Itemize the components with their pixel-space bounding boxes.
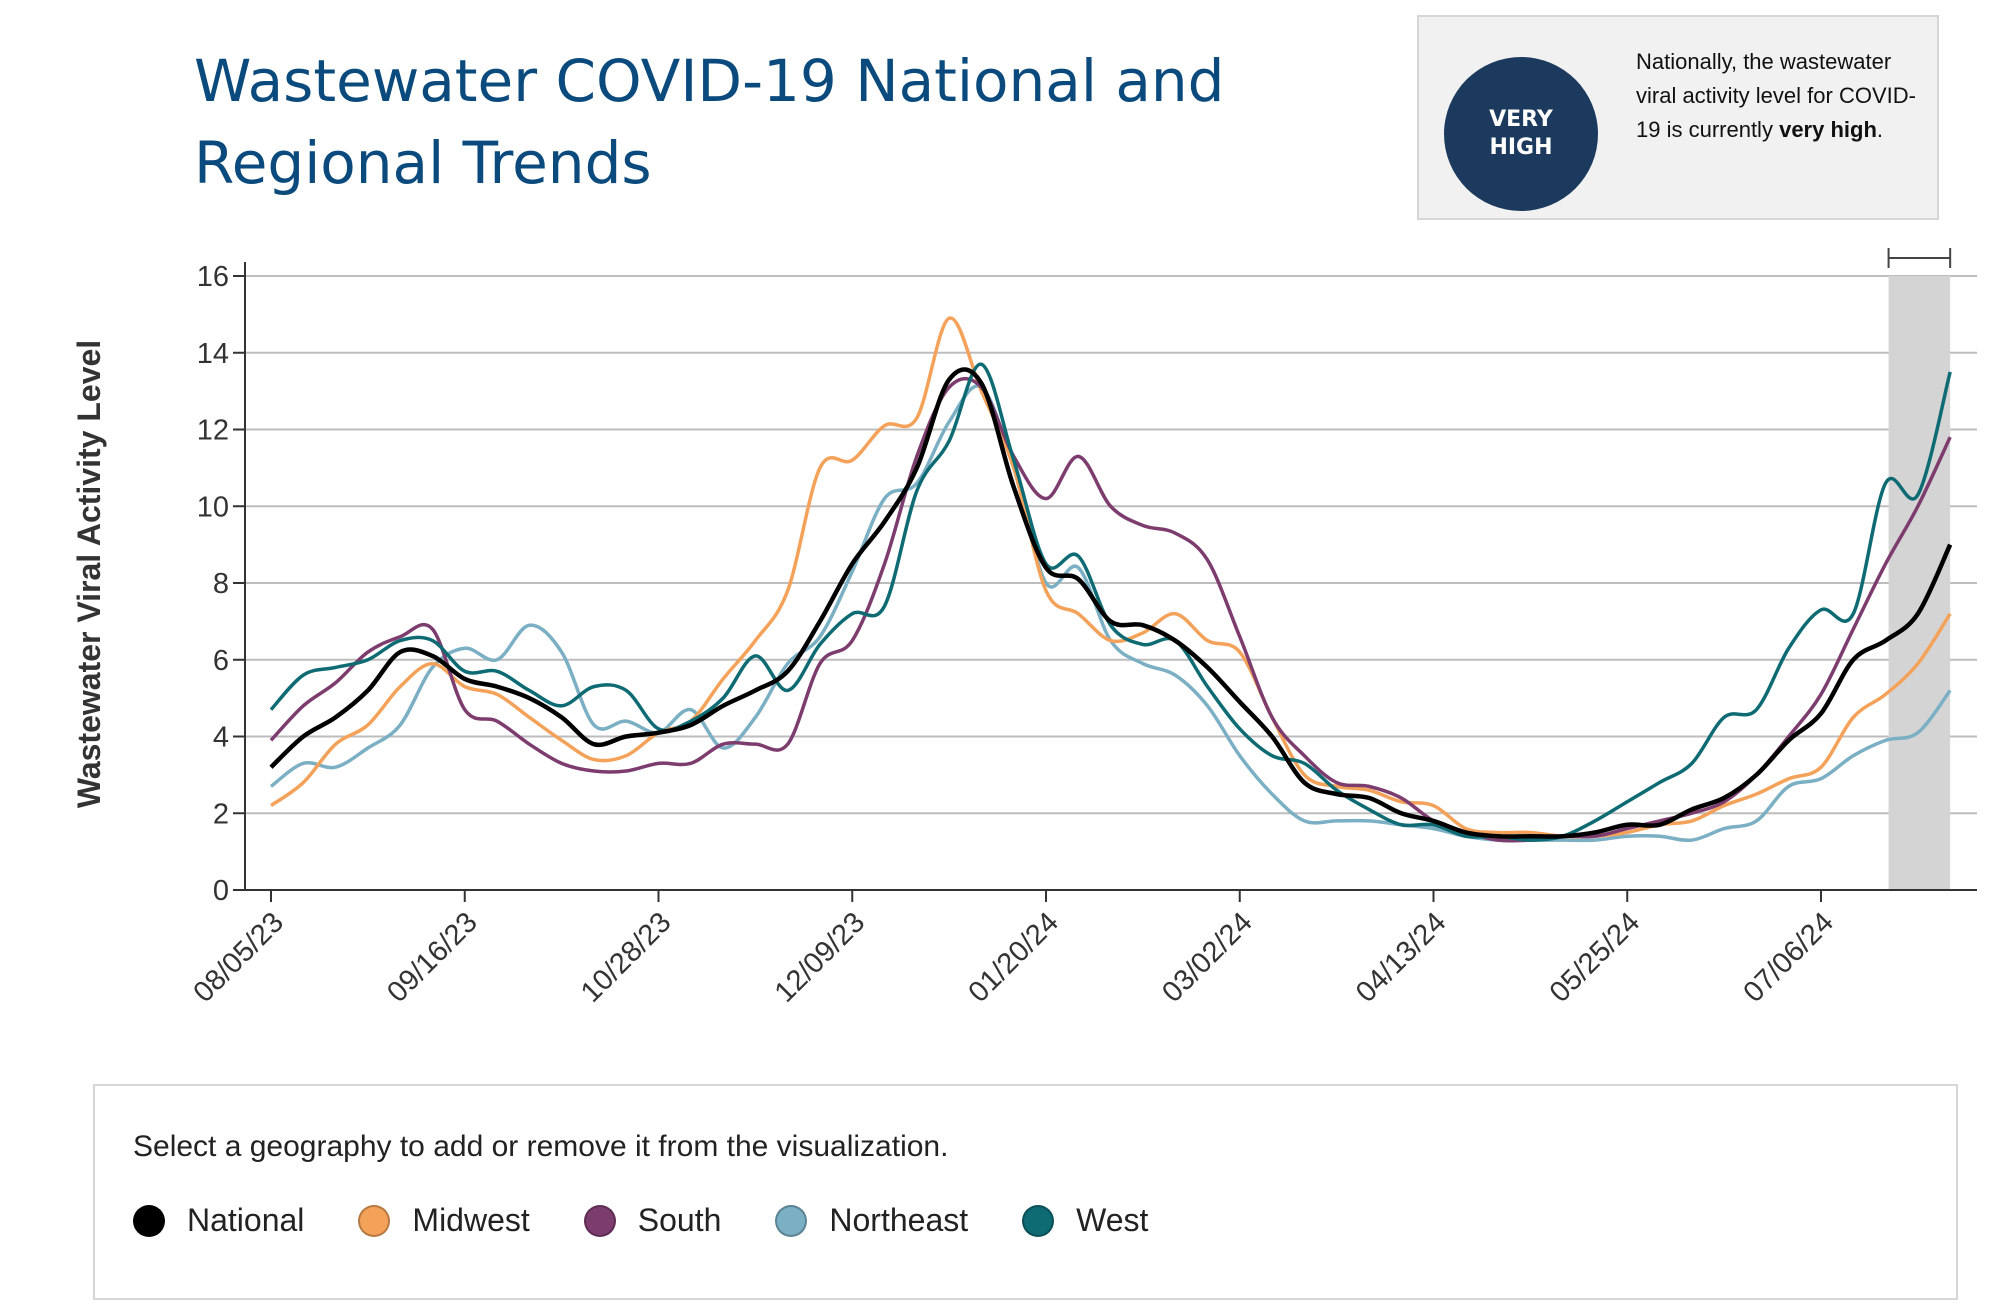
x-tick-label: 07/06/24 xyxy=(1737,906,1839,1008)
legend-item-northeast[interactable]: Northeast xyxy=(775,1202,968,1239)
x-tick-label: 09/16/23 xyxy=(381,906,483,1008)
series-line-national xyxy=(269,367,1953,839)
legend-dot-icon xyxy=(358,1204,391,1237)
series-line-west xyxy=(269,362,1952,842)
incomplete-data-band xyxy=(1888,276,1951,890)
national-status-panel: VERY HIGH Nationally, the wastewater vir… xyxy=(1417,15,1939,220)
page-title: Wastewater COVID-19 National and Regiona… xyxy=(194,47,1225,197)
x-tick-label: 12/09/23 xyxy=(769,906,871,1008)
badge-line-1: VERY xyxy=(1489,107,1553,132)
legend-dot-icon xyxy=(1022,1204,1055,1237)
y-axis-label: Wastewater Viral Activity Level xyxy=(71,340,107,808)
legend-prompt: Select a geography to add or remove it f… xyxy=(133,1130,949,1163)
x-tick-label: 08/05/23 xyxy=(187,906,289,1008)
y-tick-label: 16 xyxy=(197,261,229,293)
legend-label: Northeast xyxy=(829,1202,969,1238)
legend-item-national[interactable]: National xyxy=(133,1202,304,1239)
x-tick-label: 01/20/24 xyxy=(962,906,1064,1008)
badge-line-2: HIGH xyxy=(1489,135,1553,160)
legend-panel: Select a geography to add or remove it f… xyxy=(93,1084,1958,1300)
legend-item-west[interactable]: West xyxy=(1022,1202,1148,1239)
legend-items: National Midwest South Northeast West xyxy=(133,1202,1202,1239)
x-tick-label: 04/13/24 xyxy=(1350,906,1452,1008)
x-tick-label: 05/25/24 xyxy=(1544,906,1646,1008)
status-description: Nationally, the wastewater viral activit… xyxy=(1636,45,1916,147)
activity-level-badge: VERY HIGH xyxy=(1444,57,1598,211)
series-line-south xyxy=(269,376,1952,843)
series-line-northeast xyxy=(269,384,1952,843)
legend-item-south[interactable]: South xyxy=(583,1202,722,1239)
x-tick-label: 10/28/23 xyxy=(575,906,677,1008)
status-text-suffix: . xyxy=(1876,117,1884,142)
incomplete-data-bracket xyxy=(1887,248,1952,268)
y-tick-label: 14 xyxy=(197,338,229,370)
legend-dot-icon xyxy=(775,1204,808,1237)
legend-label: Midwest xyxy=(412,1202,530,1238)
x-tick-label: 03/02/24 xyxy=(1156,906,1258,1008)
wastewater-line-chart: 0 2 4 6 8 10 12 14 16 08/05/23 09/16/23 10/28/23 12/… xyxy=(71,248,1977,1009)
y-tick-label: 10 xyxy=(197,491,229,523)
y-tick-label: 4 xyxy=(213,722,229,754)
legend-item-midwest[interactable]: Midwest xyxy=(358,1202,530,1239)
series-line-midwest xyxy=(269,316,1952,839)
y-tick-label: 8 xyxy=(213,568,229,600)
legend-dot-icon xyxy=(133,1204,165,1237)
legend-dot-icon xyxy=(583,1204,616,1237)
y-tick-label: 12 xyxy=(197,415,229,447)
legend-label: South xyxy=(637,1202,722,1238)
status-text-prefix: Nationally, the wastewater viral activit… xyxy=(1636,49,1916,142)
y-tick-label: 6 xyxy=(213,645,229,677)
status-text-level: very high xyxy=(1779,117,1877,142)
y-tick-label: 2 xyxy=(213,798,229,830)
legend-label: National xyxy=(187,1202,305,1238)
legend-label: West xyxy=(1076,1202,1149,1238)
y-tick-label: 0 xyxy=(213,875,229,907)
